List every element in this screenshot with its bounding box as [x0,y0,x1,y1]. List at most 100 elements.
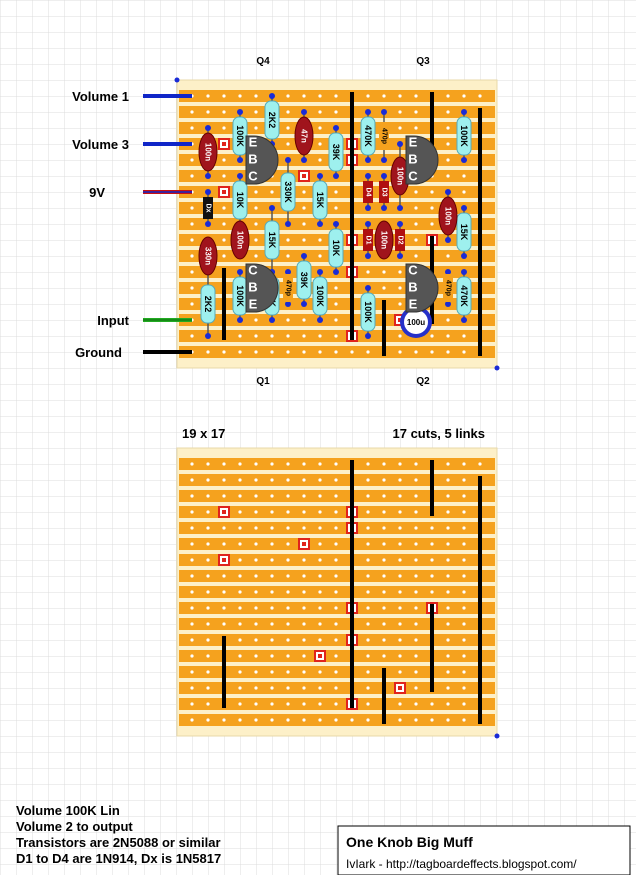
transistor-label: Q4 [256,56,270,67]
hole [222,606,226,610]
hole [302,686,306,690]
hole [318,254,322,258]
hole [446,686,450,690]
hole [286,622,290,626]
hole [206,574,210,578]
hole [318,670,322,674]
transistor-label: Q1 [256,376,270,387]
hole [398,478,402,482]
hole [462,670,466,674]
transistor-pins: EBC [406,135,421,186]
hole [302,350,306,354]
hole [286,510,290,514]
hole [238,494,242,498]
note: Transistors are 2N5088 or similar [16,835,221,850]
hole [302,462,306,466]
solder [333,173,339,179]
hole [446,558,450,562]
hole [270,670,274,674]
hole [446,526,450,530]
hole [270,190,274,194]
resistor [296,260,312,300]
hole [254,318,258,322]
hole [190,574,194,578]
hole [414,670,418,674]
hole [398,542,402,546]
resistor-label: 100K [315,285,325,307]
hole [462,350,466,354]
hole [206,606,210,610]
hole [286,702,290,706]
hole [382,478,386,482]
title-box [337,825,631,875]
hole [238,670,242,674]
hole [238,606,242,610]
electrolytic-label: 100u [407,318,425,327]
hole [190,110,194,114]
note: Volume 100K Lin [16,803,120,818]
hole [462,558,466,562]
hole [238,478,242,482]
hole [414,190,418,194]
hole [446,670,450,674]
hole [334,302,338,306]
hole [446,702,450,706]
hole [190,654,194,658]
hole [366,670,370,674]
hole [254,478,258,482]
hole [446,510,450,514]
hole [318,142,322,146]
hole [206,558,210,562]
hole [190,174,194,178]
hole [318,110,322,114]
hole [190,622,194,626]
solder [381,109,387,115]
solder [237,269,243,275]
hole [334,494,338,498]
hole [446,318,450,322]
solder [205,173,211,179]
hole [302,318,306,322]
hole [238,654,242,658]
diode [363,229,373,251]
hole [302,510,306,514]
hole [270,622,274,626]
hole [318,542,322,546]
hole [254,606,258,610]
hole [286,238,290,242]
resistor-label: 100K [235,125,245,147]
diode [379,181,389,203]
hole [254,110,258,114]
hole [382,622,386,626]
resistor [232,180,248,220]
hole [446,462,450,466]
track-cut-dot [222,510,226,514]
hole [206,638,210,642]
hole [318,558,322,562]
resistor-label: 470K [363,125,373,147]
solder [237,173,243,179]
hole [318,638,322,642]
hole [222,110,226,114]
hole [238,542,242,546]
hole [446,718,450,722]
hole [190,606,194,610]
hole [254,542,258,546]
transistor [245,263,279,313]
resistor [360,292,376,332]
hole [302,238,306,242]
hole [190,126,194,130]
hole [190,462,194,466]
hole [302,574,306,578]
hole [270,510,274,514]
hole [382,270,386,274]
hole [238,718,242,722]
solder [461,269,467,275]
hole [206,510,210,514]
hole [398,574,402,578]
hole [446,174,450,178]
hole [414,574,418,578]
hole [206,702,210,706]
hole [270,494,274,498]
hole [398,350,402,354]
